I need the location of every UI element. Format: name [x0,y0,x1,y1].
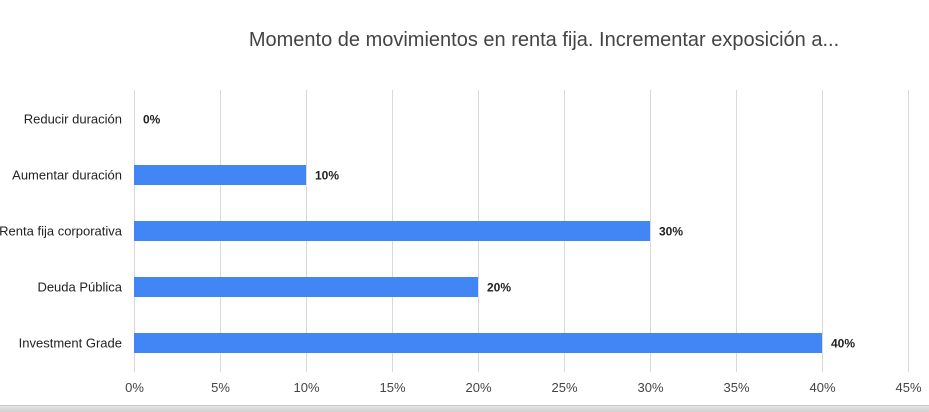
x-tick-label: 45% [895,380,921,395]
bars [134,165,822,353]
chart-title: Momento de movimientos en renta fija. In… [249,29,839,51]
data-labels: 0% 10% 30% 20% 40% [143,113,855,351]
x-tick-label: 25% [551,380,577,395]
category-label: Renta fija corporativa [0,224,123,239]
x-tick-label: 15% [379,380,405,395]
x-tick-label: 5% [211,380,230,395]
data-label: 30% [659,225,683,239]
bar [134,333,822,353]
category-label: Aumentar duración [12,168,122,183]
bar [134,221,650,241]
data-label: 40% [831,337,855,351]
x-tick-label: 0% [125,380,144,395]
category-labels: Reducir duración Aumentar duración Renta f… [0,112,123,351]
x-tick-label: 40% [809,380,835,395]
data-label: 0% [143,113,161,127]
window-bottom-edge [0,405,929,412]
bar [134,165,306,185]
x-tick-label: 30% [637,380,663,395]
category-label: Investment Grade [19,336,122,351]
data-label: 10% [315,169,339,183]
x-axis-tick-labels: 0% 5% 10% 15% 20% 25% 30% 35% 40% 45% [125,380,922,395]
category-label: Deuda Pública [37,280,122,295]
x-tick-label: 20% [465,380,491,395]
bar [134,277,478,297]
x-tick-label: 35% [723,380,749,395]
x-tick-label: 10% [293,380,319,395]
category-label: Reducir duración [24,112,122,127]
data-label: 20% [487,281,511,295]
